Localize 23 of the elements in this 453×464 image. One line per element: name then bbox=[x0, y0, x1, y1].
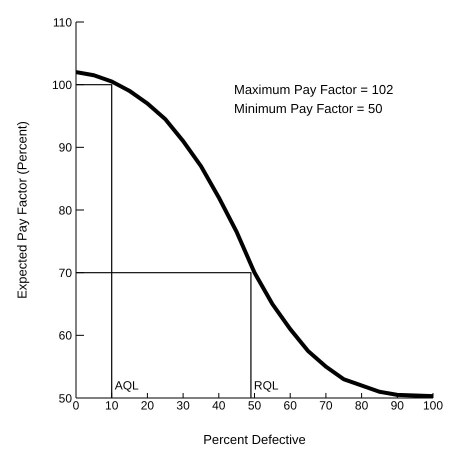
y-tick-label: 90 bbox=[58, 140, 72, 155]
annotation: AQL bbox=[114, 378, 140, 393]
x-tick-label: 50 bbox=[248, 398, 262, 413]
y-tick-label: 70 bbox=[58, 266, 72, 280]
x-tick-label: 0 bbox=[72, 398, 80, 413]
x-tick-label: 40 bbox=[212, 398, 226, 413]
x-tick-label: 100 bbox=[422, 398, 444, 413]
y-tick-label: 60 bbox=[58, 328, 72, 343]
x-tick-label: 60 bbox=[284, 398, 298, 413]
x-axis-title: Percent Defective bbox=[203, 432, 306, 447]
annotation: Minimum Pay Factor = 50 bbox=[234, 100, 384, 118]
annotation: Maximum Pay Factor = 102 bbox=[234, 81, 394, 99]
y-axis-title: Expected Pay Factor (Percent) bbox=[14, 121, 30, 299]
x-tick-label: 10 bbox=[105, 398, 119, 413]
y-tick-label: 100 bbox=[52, 78, 72, 92]
x-tick-label: 70 bbox=[319, 398, 333, 413]
x-tick-label: 90 bbox=[390, 398, 404, 413]
annotation: RQL bbox=[254, 378, 279, 393]
x-tick-label: 20 bbox=[140, 398, 154, 413]
y-tick-label: 110 bbox=[52, 15, 72, 30]
x-tick-label: 80 bbox=[354, 398, 369, 413]
y-tick-label: 80 bbox=[58, 203, 72, 218]
x-tick-label: 30 bbox=[176, 398, 190, 413]
